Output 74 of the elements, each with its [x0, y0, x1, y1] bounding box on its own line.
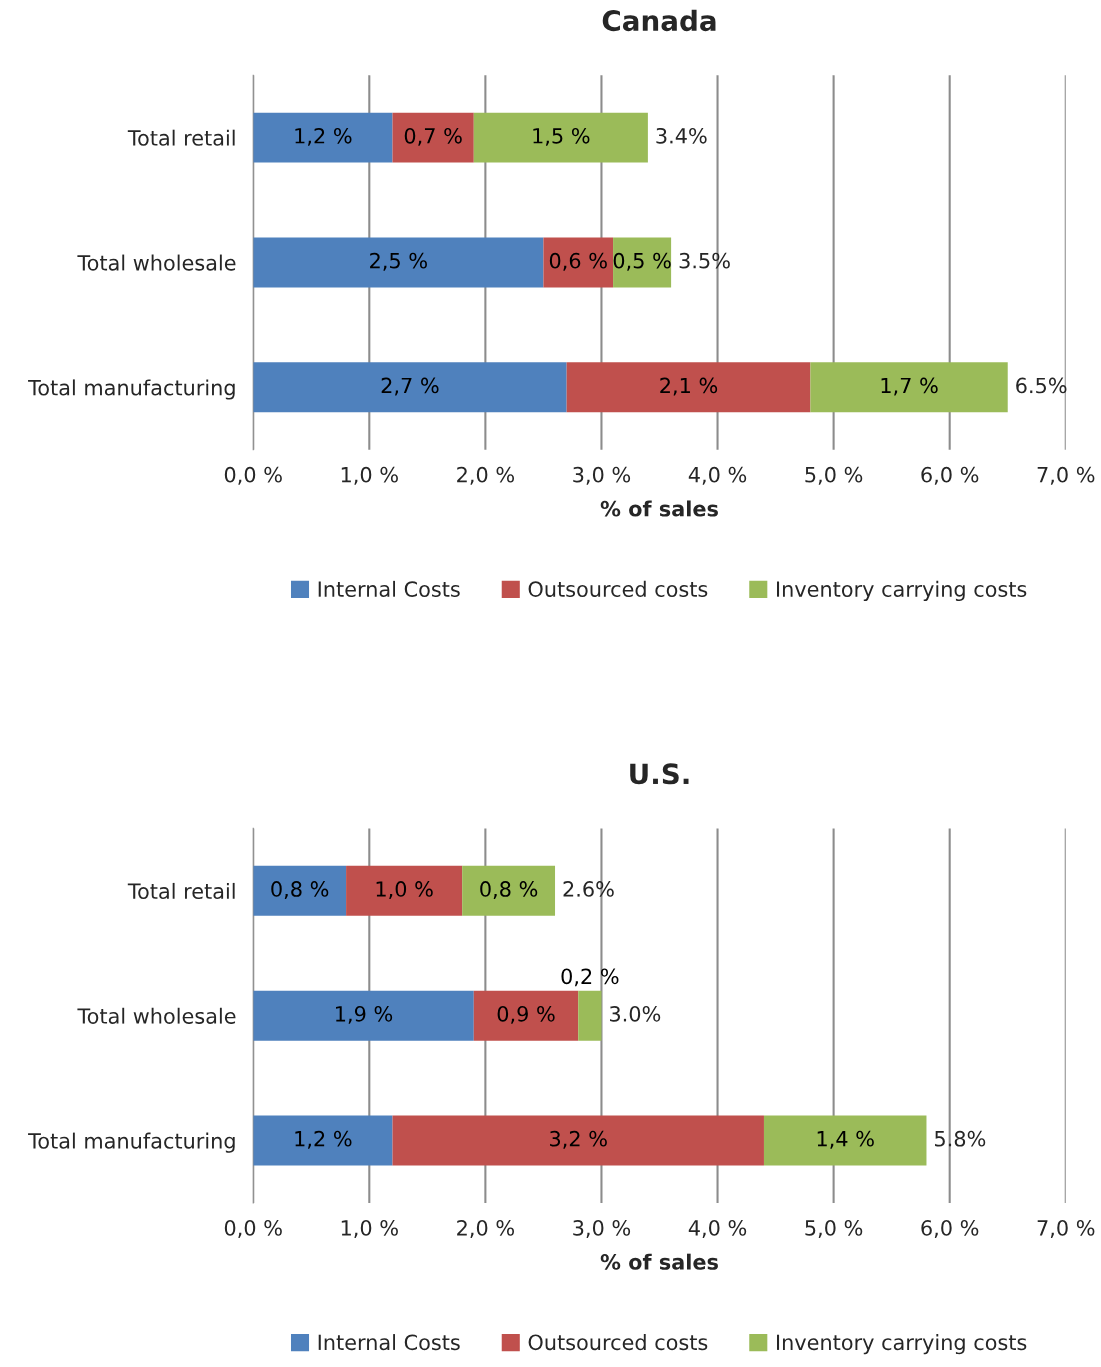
y-tick-label: Total retail [127, 129, 235, 146]
data-label: 1,4 % [817, 1130, 874, 1149]
data-label: 2,1 % [660, 377, 718, 396]
y-tick-label: Total manufacturing [28, 379, 235, 400]
data-label: 0,8 % [271, 881, 329, 899]
x-tick-label: 2,0 % [457, 466, 515, 485]
x-tick-label: 0,0 % [224, 466, 282, 485]
y-tick-label: Total retail [127, 882, 235, 900]
bar [473, 990, 579, 1041]
x-tick-label: 6,0 % [921, 466, 979, 485]
legend-label: Outsourced costs [528, 1334, 708, 1351]
bar [763, 1115, 927, 1166]
bar [253, 865, 347, 916]
x-axis-title: % of sales [600, 500, 718, 517]
x-tick-label: 6,0 % [921, 1219, 979, 1238]
y-tick-label: Total manufacturing [28, 1132, 235, 1153]
bar [253, 362, 567, 413]
legend-label: Outsourced costs [528, 580, 708, 597]
bar [253, 1115, 393, 1166]
data-label: 1,9 % [336, 1005, 393, 1024]
bar [392, 1115, 764, 1166]
bar [613, 237, 672, 288]
legend-label: Internal Costs [318, 580, 460, 597]
y-tick-label: Total wholesale [77, 254, 236, 271]
chart-title: Canada [602, 9, 716, 32]
bar [543, 237, 614, 288]
data-label: 1,2 % [295, 1130, 352, 1149]
x-tick-label: 1,0 % [341, 466, 398, 485]
total-label: 3.0% [610, 1005, 661, 1022]
data-label: 0,6 % [549, 252, 607, 271]
total-label: 6.5% [1016, 377, 1067, 394]
data-label: 2,5 % [370, 252, 427, 271]
x-tick-label: 7,0 % [1037, 466, 1095, 485]
bar [253, 237, 544, 288]
legend-label: Inventory carrying costs [777, 580, 1027, 602]
data-label: 0,2 % [561, 968, 619, 987]
data-label: 1,0 % [376, 881, 433, 899]
bar [462, 865, 556, 916]
bar [578, 990, 602, 1041]
total-label: 3.5% [679, 252, 730, 269]
bar [392, 112, 474, 163]
x-tick-label: 4,0 % [688, 466, 747, 485]
bar [253, 990, 474, 1041]
bar [473, 112, 648, 163]
data-label: 0,9 % [497, 1005, 555, 1024]
data-label: 1,7 % [881, 377, 938, 396]
x-tick-label: 3,0 % [573, 1219, 631, 1238]
data-label: 0,8 % [480, 881, 538, 899]
legend-label: Inventory carrying costs [777, 1334, 1027, 1355]
data-label: 2,7 % [381, 377, 439, 396]
data-label: 0,5 % [613, 252, 671, 271]
x-tick-label: 5,0 % [805, 466, 863, 485]
bar [253, 112, 393, 163]
x-tick-label: 2,0 % [457, 1219, 515, 1238]
data-label: 0,7 % [404, 127, 462, 146]
x-tick-label: 0,0 % [224, 1219, 282, 1238]
chart-title: U.S. [630, 763, 689, 785]
x-axis-title: % of sales [600, 1253, 718, 1270]
total-label: 3.4% [656, 127, 707, 144]
legend-label: Internal Costs [318, 1334, 460, 1351]
data-label: 3,2 % [550, 1130, 607, 1149]
data-label: 1,2 % [295, 127, 352, 146]
bar [810, 362, 1008, 413]
x-tick-label: 7,0 % [1037, 1219, 1095, 1238]
total-label: 2.6% [563, 881, 614, 897]
data-label: 1,5 % [533, 127, 590, 146]
x-tick-label: 4,0 % [688, 1219, 747, 1238]
y-tick-label: Total wholesale [77, 1007, 236, 1024]
total-label: 5.8% [935, 1130, 986, 1147]
bar [566, 362, 811, 413]
x-tick-label: 5,0 % [805, 1219, 863, 1238]
x-tick-label: 3,0 % [573, 466, 631, 485]
bar [346, 865, 463, 916]
x-tick-label: 1,0 % [341, 1219, 398, 1238]
